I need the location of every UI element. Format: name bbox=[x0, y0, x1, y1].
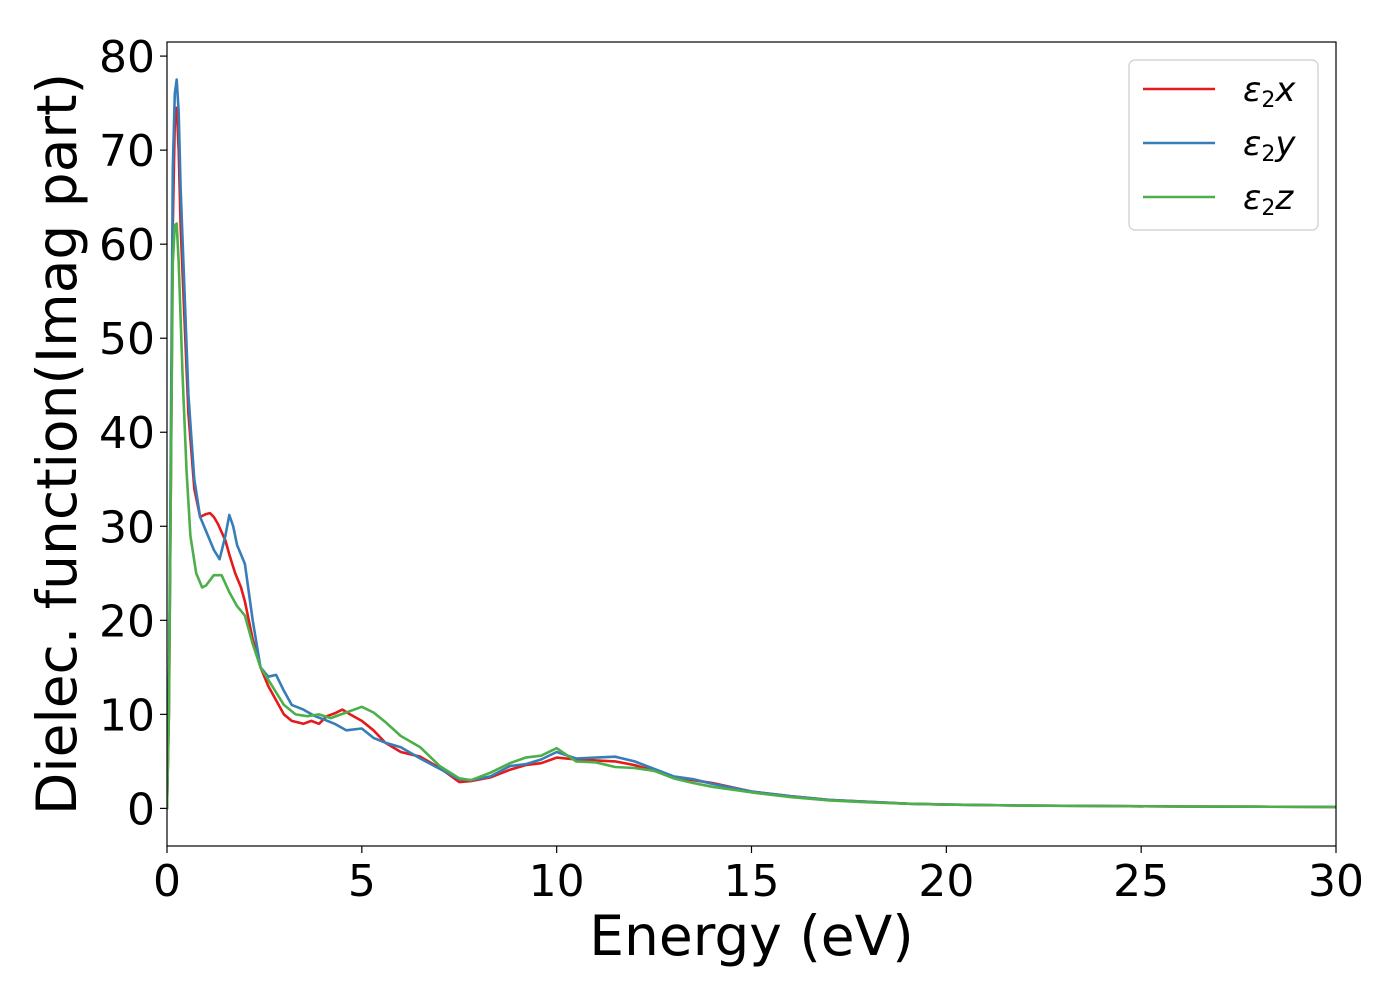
y-tick-label: 50 bbox=[99, 314, 155, 365]
legend-label: ε2y bbox=[1243, 124, 1296, 167]
y-tick-label: 80 bbox=[99, 32, 155, 83]
x-tick-label: 5 bbox=[348, 856, 376, 907]
series-lines bbox=[167, 78, 1336, 810]
x-tick-label: 20 bbox=[918, 856, 974, 907]
legend-label: ε2x bbox=[1243, 70, 1296, 113]
legend-box bbox=[1128, 59, 1319, 231]
y-tick-label: 0 bbox=[127, 784, 155, 835]
legend-label: ε2z bbox=[1243, 178, 1294, 221]
legend: ε2x ε2y ε2z bbox=[1128, 59, 1319, 231]
series-line-y bbox=[167, 78, 1336, 810]
x-tick-label: 10 bbox=[529, 856, 585, 907]
y-tick-label: 40 bbox=[99, 408, 155, 459]
x-tick-label: 0 bbox=[153, 856, 181, 907]
y-tick-label: 20 bbox=[99, 596, 155, 647]
y-axis-title: Dielec. function(Imag part) bbox=[25, 73, 89, 815]
x-axis-title: Energy (eV) bbox=[589, 904, 913, 968]
x-tick-label: 25 bbox=[1113, 856, 1169, 907]
x-tick-label: 30 bbox=[1308, 856, 1364, 907]
y-tick-label: 70 bbox=[99, 126, 155, 177]
y-axis: 0 10 20 30 40 50 60 70 80 bbox=[99, 32, 167, 835]
x-tick-label: 15 bbox=[724, 856, 780, 907]
y-tick-label: 10 bbox=[99, 690, 155, 741]
y-tick-label: 30 bbox=[99, 502, 155, 553]
y-tick-label: 60 bbox=[99, 220, 155, 271]
x-axis: 0 5 10 15 20 25 30 bbox=[153, 846, 1364, 907]
series-line-z bbox=[167, 222, 1336, 810]
